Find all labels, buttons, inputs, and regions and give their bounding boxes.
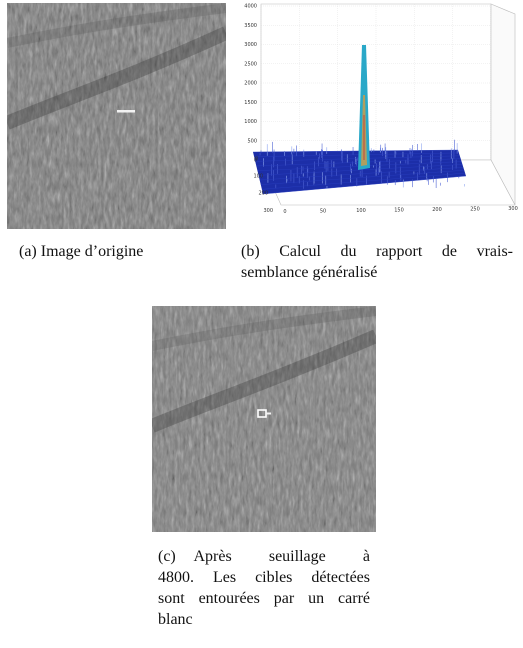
x-axis-ticks: 0 50 100 150 200 250 300 [283,206,517,215]
original-image [7,3,226,229]
mesh-line [254,152,459,157]
z-tick-label: 1500 [244,100,257,106]
grid [260,4,492,161]
caption-b-line2: semblance généralisé [241,264,378,281]
x-tick-label: 300 [508,206,518,212]
caption-c: (c) Après seuillage à 4800. Les cibles d… [158,546,370,630]
y-tick-label: 100 [253,173,263,179]
surface-base [253,150,466,194]
caption-c-line2: 4800. Les cibles détectées [158,569,370,586]
x-tick-label: 100 [356,208,366,214]
mesh-line [260,170,465,185]
y-axis-ticks: 0 100 200 300 [253,156,273,214]
caption-a-text: (a) Image d’origine [19,243,144,260]
detected-target [266,412,271,415]
glrt-surface-chart: 4000 3500 3000 2500 2000 1500 1000 500 0 0 50 100 1… [233,0,523,225]
mesh-line [262,175,467,195]
z-tick-label: 4000 [244,4,257,10]
caption-b: (b) Calcul du rapport de vrais- semblanc… [241,241,513,283]
sar-texture-c [152,306,376,532]
z-tick-label: 3000 [244,42,257,48]
mesh-line [252,149,459,153]
z-axis-ticks: 4000 3500 3000 2500 2000 1500 1000 500 0 [244,4,257,164]
thresholded-image [152,306,376,532]
y-tick-label: 200 [258,191,268,197]
z-tick-label: 3500 [244,23,257,29]
sar-texture-a [7,3,226,229]
x-tick-label: 200 [432,207,442,213]
y-tick-label: 0 [255,156,258,162]
mesh-line [261,172,466,190]
caption-b-line1: (b) Calcul du rapport de vrais- [241,243,513,260]
surface-mesh [252,139,467,195]
mesh-line [255,155,460,162]
caption-c-line1: (c) Après seuillage à [158,548,370,565]
chart-svg: 4000 3500 3000 2500 2000 1500 1000 500 0 0 50 100 1… [244,4,518,216]
y-tick-label: 300 [263,208,273,214]
z-tick-label: 1000 [244,119,257,125]
mesh-line [259,167,464,181]
z-tick-label: 0 [254,158,257,164]
caption-c-line3: sont entourées par un carré [158,590,370,607]
caption-a: (a) Image d’origine [19,241,219,262]
x-tick-label: 0 [283,209,286,215]
x-tick-label: 250 [470,207,480,213]
z-tick-label: 500 [247,138,257,144]
target-blip [117,110,135,113]
z-tick-label: 2500 [244,61,257,67]
caption-c-line4: blanc [158,611,193,628]
x-tick-label: 150 [394,208,404,214]
z-tick-label: 2000 [244,81,257,87]
x-tick-label: 50 [320,209,326,215]
mesh-line [258,164,463,176]
